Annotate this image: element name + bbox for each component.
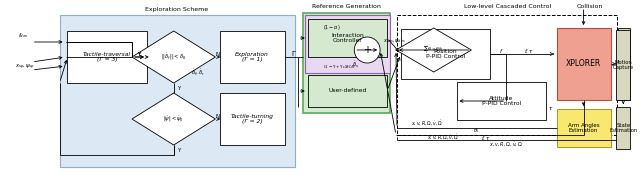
Text: Y: Y (177, 86, 180, 90)
Text: $(1-\Upsilon+\Upsilon_s)\delta_{CoM}$: $(1-\Upsilon+\Upsilon_s)\delta_{CoM}$ (323, 63, 356, 71)
Text: $||\dot{\delta}_f|| < \delta_0$: $||\dot{\delta}_f|| < \delta_0$ (161, 52, 186, 62)
Text: $\dot{\delta}_s$: $\dot{\delta}_s$ (353, 60, 360, 70)
Text: $\dot{\delta}_f, \dot{\delta}_r$: $\dot{\delta}_f, \dot{\delta}_r$ (191, 68, 205, 78)
Text: Exploration Scheme: Exploration Scheme (145, 6, 208, 12)
Bar (557, 28, 611, 100)
Text: $(1-\alpha)$: $(1-\alpha)$ (323, 23, 340, 32)
Circle shape (355, 37, 380, 63)
Bar (616, 107, 630, 149)
Text: $|\dot{\psi}| < \dot{\psi}_0$: $|\dot{\psi}| < \dot{\psi}_0$ (163, 114, 184, 124)
Text: Y: Y (177, 148, 180, 152)
Text: Y: Y (138, 51, 141, 57)
Text: Collision: Collision (577, 5, 603, 9)
Bar (308, 75, 387, 107)
Text: $x_{sp},\psi_{sp}$: $x_{sp},\psi_{sp}$ (15, 62, 35, 72)
Text: Arm Angles
Estimation: Arm Angles Estimation (568, 123, 600, 133)
Text: $x, v, R, \Omega, \dot{v}, \dot{\Omega}$: $x, v, R, \Omega, \dot{v}, \dot{\Omega}$ (427, 133, 459, 141)
Text: +: + (364, 45, 371, 55)
Text: Low-level Cascaded Control: Low-level Cascaded Control (463, 5, 551, 9)
Bar (303, 13, 390, 113)
Text: $\theta_i$: $\theta_i$ (473, 127, 479, 135)
Bar (616, 30, 630, 100)
Bar (397, 15, 618, 135)
Text: Tactile-traversal
(Γ = 3): Tactile-traversal (Γ = 3) (83, 52, 131, 62)
Text: Interaction
Controller: Interaction Controller (331, 33, 364, 43)
Text: Motion
Capture: Motion Capture (612, 60, 634, 70)
Bar (220, 31, 285, 83)
Text: State
Estimation: State Estimation (609, 123, 637, 133)
Text: $\sum_i \theta_i > \theta_{th}$: $\sum_i \theta_i > \theta_{th}$ (424, 44, 444, 56)
Text: $f, \tau$: $f, \tau$ (524, 47, 534, 55)
Text: $x, v, R, \Omega, \dot{v}, \dot{\Omega}$: $x, v, R, \Omega, \dot{v}, \dot{\Omega}$ (411, 119, 443, 127)
Text: $f$: $f$ (499, 47, 504, 55)
Text: Tactile-turning
(Γ = 2): Tactile-turning (Γ = 2) (230, 114, 273, 124)
Bar (220, 93, 285, 145)
Text: XPLORER: XPLORER (566, 60, 601, 68)
Text: Y: Y (138, 51, 141, 57)
Text: Attitude
P-PID Control: Attitude P-PID Control (481, 96, 521, 106)
Text: $\Gamma$: $\Gamma$ (291, 50, 297, 58)
Text: User-defined: User-defined (328, 89, 367, 93)
Polygon shape (132, 31, 216, 83)
Text: N: N (215, 114, 220, 118)
Polygon shape (132, 93, 216, 145)
Text: N: N (215, 51, 220, 57)
Bar (305, 15, 390, 73)
Bar (456, 82, 546, 120)
Text: Position
P-PID Control: Position P-PID Control (426, 49, 465, 59)
Text: Reference Generation: Reference Generation (312, 5, 381, 9)
Text: $x, v, R, \Omega, \dot{v}, \dot{\Omega}$: $x, v, R, \Omega, \dot{v}, \dot{\Omega}$ (489, 139, 523, 148)
Bar (308, 19, 387, 57)
Bar (60, 15, 295, 167)
Text: $f, \tau$: $f, \tau$ (481, 134, 491, 142)
Bar (401, 29, 490, 79)
Text: $x_{des},\psi_{des}$: $x_{des},\psi_{des}$ (383, 37, 406, 45)
Text: $f_{des}$: $f_{des}$ (18, 31, 29, 40)
Text: $\tau$: $\tau$ (548, 106, 554, 113)
Bar (67, 31, 147, 83)
Bar (557, 109, 611, 147)
Polygon shape (396, 28, 472, 72)
Text: Exploration
(Γ = 1): Exploration (Γ = 1) (236, 52, 269, 62)
Bar (618, 28, 630, 100)
